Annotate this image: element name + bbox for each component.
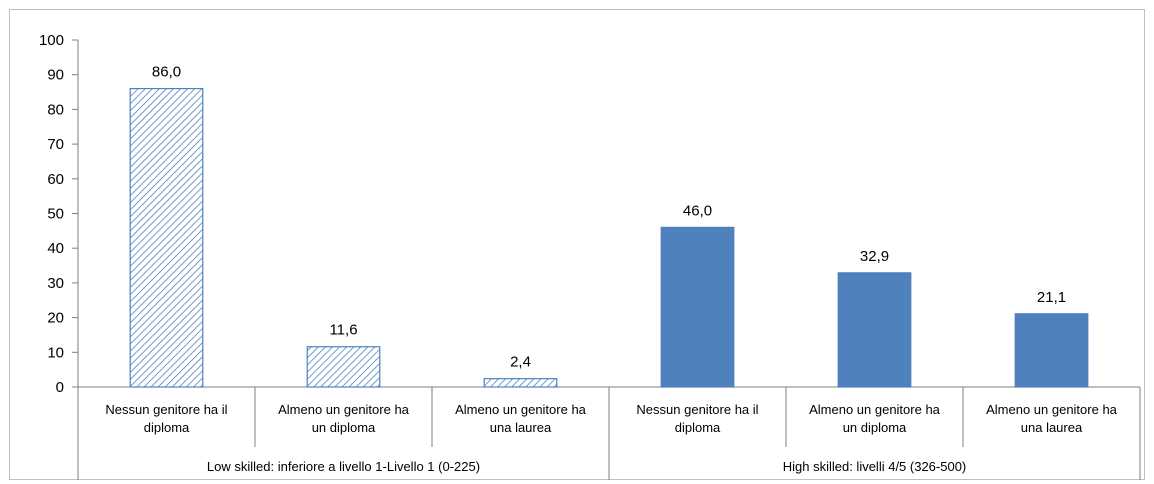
y-tick-label: 50	[47, 206, 64, 223]
bars	[129, 87, 1089, 388]
category-label: Almeno un genitore ha	[278, 402, 410, 417]
bar	[129, 87, 204, 388]
y-tick-label: 10	[47, 344, 64, 361]
data-label: 2,4	[510, 354, 531, 371]
group-label: High skilled: livelli 4/5 (326-500)	[783, 459, 967, 474]
y-tick-label: 20	[47, 310, 64, 327]
y-tick-label: 90	[47, 67, 64, 84]
y-tick-label: 80	[47, 101, 64, 118]
category-label: diploma	[675, 420, 721, 435]
bar	[837, 272, 912, 388]
data-label: 32,9	[860, 248, 889, 265]
group-label: Low skilled: inferiore a livello 1-Livel…	[207, 459, 480, 474]
category-label: Almeno un genitore ha	[809, 402, 941, 417]
category-label: un diploma	[312, 420, 376, 435]
y-tick-label: 60	[47, 171, 64, 188]
y-tick-label: 30	[47, 275, 64, 292]
category-label: Nessun genitore ha il	[105, 402, 227, 417]
axes: 0 10 20 30 40 50 60 70 80 90 100	[39, 32, 1141, 480]
bar	[660, 226, 735, 388]
y-tick-label: 70	[47, 136, 64, 153]
data-label: 21,1	[1037, 289, 1066, 306]
data-label: 46,0	[683, 202, 712, 219]
bar	[483, 378, 558, 388]
data-label: 86,0	[152, 64, 181, 81]
category-label: Almeno un genitore ha	[455, 402, 587, 417]
category-label: una laurea	[1021, 420, 1083, 435]
labels: 86,0 Nessun genitore ha il diploma 11,6 Alme…	[105, 64, 1117, 474]
category-label: diploma	[144, 420, 190, 435]
bar	[306, 346, 381, 388]
bar	[1014, 313, 1089, 388]
category-label: Almeno un genitore ha	[986, 402, 1118, 417]
category-label: una laurea	[490, 420, 552, 435]
data-label: 11,6	[329, 322, 357, 339]
category-label: Nessun genitore ha il	[636, 402, 758, 417]
y-tick-label: 40	[47, 240, 64, 257]
y-tick-label: 0	[56, 379, 64, 396]
category-label: un diploma	[843, 420, 907, 435]
y-tick-label: 100	[39, 32, 64, 49]
